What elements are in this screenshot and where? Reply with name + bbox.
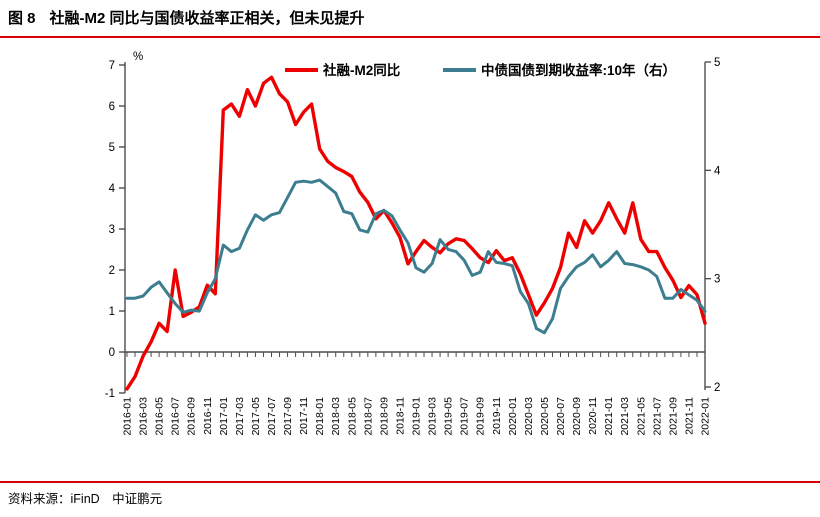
x-axis-tick-label: 2018-01 — [314, 397, 326, 436]
x-axis-tick-label: 2019-03 — [427, 397, 439, 436]
x-axis-tick-label: 2018-05 — [346, 397, 358, 436]
x-axis-tick-label: 2020-11 — [587, 397, 599, 435]
bottom-divider-rule — [0, 481, 820, 483]
left-axis-unit-label: % — [133, 51, 143, 63]
left-axis-tick-label: 7 — [109, 60, 115, 72]
x-axis-tick-label: 2020-01 — [507, 397, 519, 436]
left-axis-tick-label: 6 — [109, 101, 115, 113]
figure-title: 图 8 社融-M2 同比与国债收益率正相关，但未见提升 — [8, 7, 365, 28]
series-red-line — [125, 75, 707, 391]
x-axis-tick-label: 2021-01 — [603, 397, 615, 436]
figure-number: 图 8 — [8, 10, 36, 27]
legend-label: 社融-M2同比 — [322, 62, 400, 78]
x-axis-tick-label: 2017-07 — [266, 397, 278, 436]
series-teal-line — [125, 178, 707, 335]
x-axis-tick-label: 2020-09 — [571, 397, 583, 436]
x-axis-tick-label: 2016-07 — [170, 397, 182, 436]
left-axis-tick-label: 2 — [109, 265, 115, 277]
x-axis-tick-label: 2016-09 — [186, 397, 198, 436]
x-axis-tick-label: 2016-03 — [138, 397, 150, 436]
x-axis-tick-label: 2017-09 — [282, 397, 294, 436]
x-axis-tick-label: 2021-05 — [635, 397, 647, 436]
right-axis-tick-label: 5 — [714, 57, 720, 69]
x-axis-tick-label: 2018-09 — [378, 397, 390, 436]
source-note: 资料来源：iFinD 中证鹏元 — [8, 492, 163, 506]
legend-label: 中债国债到期收益率:10年（右） — [481, 62, 676, 78]
x-axis-tick-label: 2019-09 — [475, 397, 487, 436]
top-divider-rule — [0, 36, 820, 38]
left-axis-tick-label: 4 — [109, 183, 116, 195]
left-axis-tick-label: 0 — [109, 347, 115, 359]
x-axis-tick-label: 2021-11 — [683, 397, 695, 435]
right-axis-tick-label: 3 — [714, 274, 720, 286]
x-axis-tick-label: 2017-11 — [298, 397, 310, 435]
x-axis-tick-label: 2022-01 — [700, 397, 712, 436]
x-axis-tick-label: 2017-05 — [250, 397, 262, 436]
x-axis-tick-label: 2016-05 — [154, 397, 166, 436]
x-axis-tick-label: 2017-01 — [218, 397, 230, 436]
x-axis-tick-label: 2021-09 — [667, 397, 679, 436]
x-axis-tick-label: 2016-11 — [202, 397, 214, 435]
left-axis-tick-label: -1 — [105, 388, 115, 400]
x-axis-tick-label: 2018-07 — [362, 397, 374, 436]
x-axis-tick-label: 2018-11 — [394, 397, 406, 435]
x-axis-tick-label: 2018-03 — [330, 397, 342, 436]
left-axis-tick-label: 1 — [109, 306, 115, 318]
x-axis-tick-label: 2020-07 — [555, 397, 567, 436]
left-axis-tick-label: 5 — [109, 142, 115, 154]
left-axis-tick-label: 3 — [109, 224, 115, 236]
x-axis-tick-label: 2016-01 — [122, 397, 134, 436]
x-axis-tick-label: 2020-03 — [523, 397, 535, 436]
x-axis-tick-label: 2019-05 — [443, 397, 455, 436]
x-axis-tick-label: 2017-03 — [234, 397, 246, 436]
x-axis-tick-label: 2019-01 — [411, 397, 423, 436]
x-axis-tick-label: 2020-05 — [539, 397, 551, 436]
x-axis-tick-label: 2019-11 — [491, 397, 503, 435]
figure-title-text: 社融-M2 同比与国债收益率正相关，但未见提升 — [49, 10, 365, 27]
x-axis-tick-label: 2021-07 — [651, 397, 663, 436]
x-axis-tick-label: 2019-07 — [459, 397, 471, 436]
x-axis-tick-label: 2021-03 — [619, 397, 631, 436]
right-axis-tick-label: 2 — [714, 382, 720, 394]
right-axis-tick-label: 4 — [714, 165, 721, 177]
